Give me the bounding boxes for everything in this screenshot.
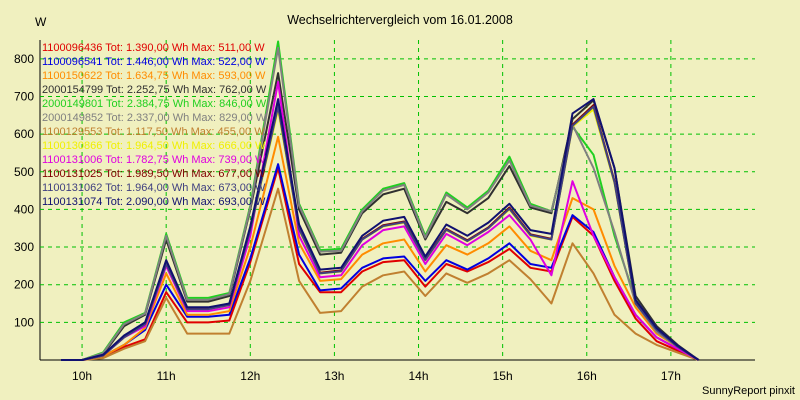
legend-entry-1100096436: 1100096436 Tot: 1.390,00 Wh Max: 511,00 … bbox=[42, 42, 265, 54]
legend-entry-1100096541: 1100096541 Tot: 1.446,00 Wh Max: 522,00 … bbox=[42, 56, 266, 68]
chart-title: Wechselrichtervergleich vom 16.01.2008 bbox=[287, 13, 513, 27]
y-tick-label-4: 500 bbox=[14, 165, 34, 179]
legend-entry-1100131062: 1100131062 Tot: 1.964,00 Wh Max: 673,00 … bbox=[42, 182, 266, 194]
y-axis-label: W bbox=[35, 15, 47, 29]
legend-entry-1100129553: 1100129553 Tot: 1.117,50 Wh Max: 455,00 … bbox=[42, 126, 265, 138]
y-tick-label-5: 600 bbox=[14, 127, 34, 141]
grid bbox=[40, 40, 755, 360]
x-tick-label-3: 13h bbox=[324, 369, 344, 383]
x-tick-label-1: 11h bbox=[157, 369, 176, 383]
series-line-1100129553 bbox=[61, 187, 699, 361]
legend-entry-1100130866: 1100130866 Tot: 1.964,50 Wh Max: 666,00 … bbox=[42, 140, 266, 152]
x-tick-label-2: 12h bbox=[240, 369, 260, 383]
legend-entry-1100150622: 1100150622 Tot: 1.634,75 Wh Max: 593,00 … bbox=[42, 70, 266, 82]
series-line-1100131062 bbox=[61, 105, 700, 361]
y-tick-label-2: 300 bbox=[14, 240, 34, 254]
plot-frame-group bbox=[39, 40, 755, 361]
y-tick-label-1: 200 bbox=[14, 278, 34, 292]
legend-entry-1100131006: 1100131006 Tot: 1.782,75 Wh Max: 739,00 … bbox=[42, 154, 266, 166]
series-lines bbox=[61, 40, 700, 361]
legend-entry-1100131074: 1100131074 Tot: 2.090,00 Wh Max: 693,00 … bbox=[42, 196, 266, 208]
legend-entry-2000154799: 2000154799 Tot: 2.252,75 Wh Max: 762,00 … bbox=[42, 84, 267, 96]
y-tick-labels: 100 200 300 400 500 600 700 800 bbox=[14, 52, 34, 330]
y-tick-label-6: 700 bbox=[14, 89, 34, 103]
x-tick-label-7: 17h bbox=[661, 369, 681, 383]
series-line-1100131074 bbox=[61, 98, 700, 361]
y-tick-label-0: 100 bbox=[14, 315, 34, 329]
legend-entry-2000149801: 2000149801 Tot: 2.384,75 Wh Max: 846,00 … bbox=[42, 98, 267, 110]
series-line-2000149852 bbox=[61, 46, 700, 361]
x-tick-label-6: 16h bbox=[577, 369, 597, 383]
x-tick-label-0: 10h bbox=[72, 369, 92, 383]
series-line-2000149801 bbox=[61, 40, 700, 361]
credit-label: SunnyReport pinxit bbox=[702, 385, 795, 397]
x-tick-labels: 10h 11h 12h 13h 14h 15h 16h 17h bbox=[72, 369, 681, 383]
legend-entry-1100131025: 1100131025 Tot: 1.989,50 Wh Max: 677,00 … bbox=[42, 168, 266, 180]
legend: 1100096436 Tot: 1.390,00 Wh Max: 511,00 … bbox=[42, 42, 267, 208]
x-tick-label-4: 14h bbox=[409, 369, 429, 383]
series-line-1100096541 bbox=[61, 163, 700, 361]
legend-entry-2000149852: 2000149852 Tot: 2.337,00 Wh Max: 829,00 … bbox=[42, 112, 267, 124]
series-line-1100150622 bbox=[61, 135, 700, 361]
y-tick-label-3: 400 bbox=[14, 202, 34, 216]
x-tick-label-5: 15h bbox=[493, 369, 513, 383]
y-tick-label-7: 800 bbox=[14, 52, 34, 66]
